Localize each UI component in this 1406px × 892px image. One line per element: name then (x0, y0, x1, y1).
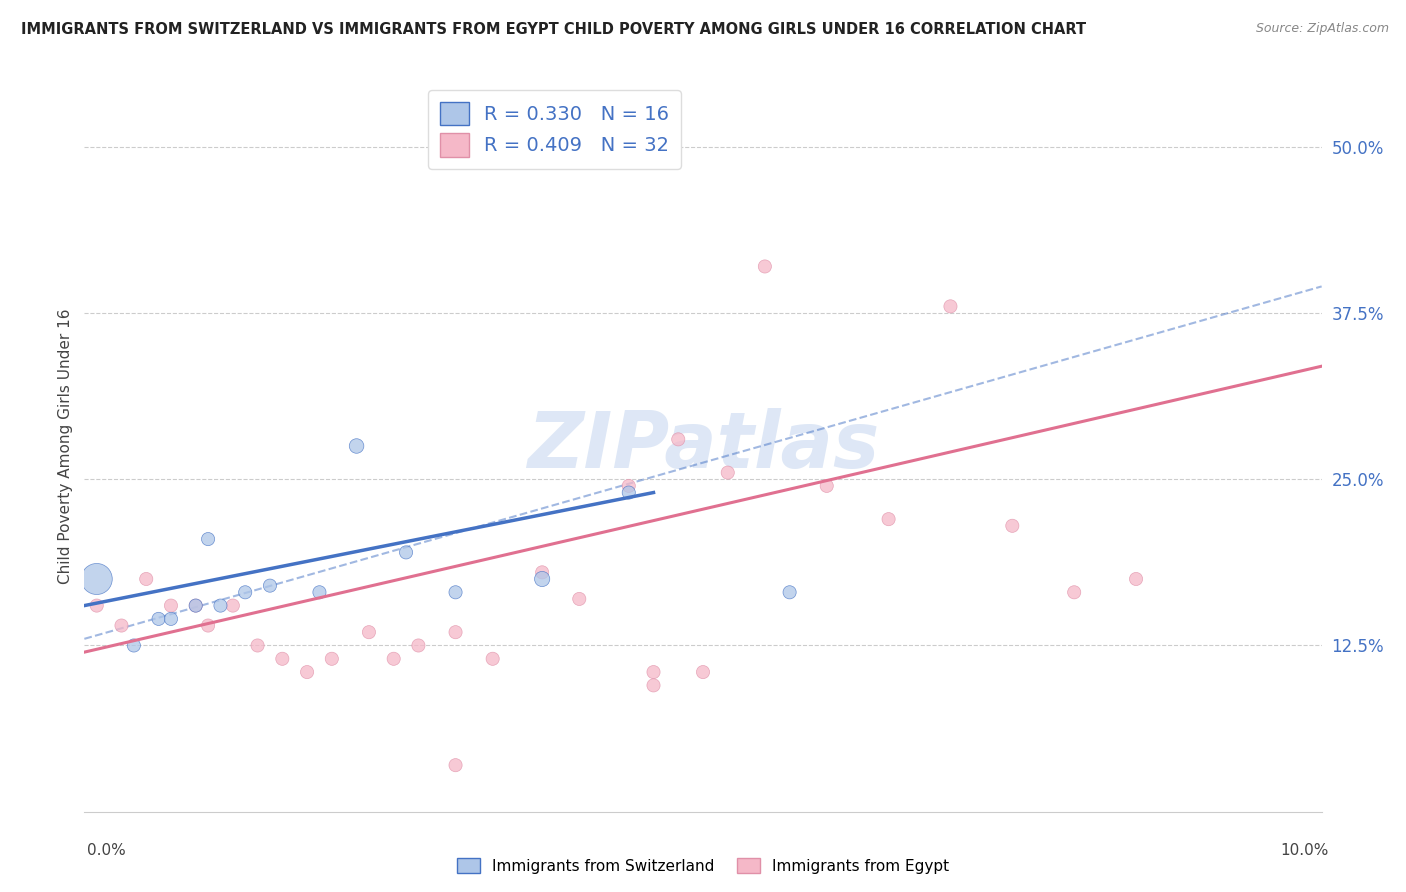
Point (222, 599, 245, 613)
Point (197, 618, 219, 632)
Point (617, 485, 640, 500)
Point (86, 572, 108, 586)
Point (779, 585, 801, 599)
Point (395, 545, 418, 559)
Point (531, 566, 554, 580)
Point (246, 639, 269, 653)
Point (643, 678, 665, 692)
Point (122, 639, 145, 653)
Legend: R = 0.330   N = 16, R = 0.409   N = 32: R = 0.330 N = 16, R = 0.409 N = 32 (427, 90, 681, 169)
Point (666, 433, 689, 447)
Point (939, 299, 962, 313)
Text: IMMIGRANTS FROM SWITZERLAND VS IMMIGRANTS FROM EGYPT CHILD POVERTY AMONG GIRLS U: IMMIGRANTS FROM SWITZERLAND VS IMMIGRANT… (21, 22, 1087, 37)
Point (1001, 518, 1024, 533)
Y-axis label: Child Poverty Among Girls Under 16: Child Poverty Among Girls Under 16 (58, 309, 73, 583)
Point (877, 512, 900, 526)
Point (815, 479, 838, 493)
Point (259, 579, 281, 593)
Point (160, 599, 183, 613)
Point (531, 572, 554, 586)
Point (233, 585, 256, 599)
Point (382, 652, 405, 666)
Point (184, 599, 207, 613)
Point (408, 639, 430, 653)
Text: 0.0%: 0.0% (87, 843, 127, 858)
Point (184, 599, 207, 613)
Point (321, 652, 343, 666)
Point (148, 612, 170, 626)
Text: ZIPatlas: ZIPatlas (527, 408, 879, 484)
Point (692, 665, 714, 679)
Point (754, 260, 776, 274)
Point (444, 758, 467, 772)
Point (1063, 585, 1085, 599)
Text: 10.0%: 10.0% (1281, 843, 1329, 858)
Point (717, 466, 740, 480)
Point (444, 625, 467, 640)
Point (568, 591, 591, 606)
Point (1125, 572, 1147, 586)
Point (110, 618, 132, 632)
Point (86, 599, 108, 613)
Point (271, 652, 294, 666)
Point (295, 665, 318, 679)
Point (481, 652, 503, 666)
Point (346, 439, 368, 453)
Point (308, 585, 330, 599)
Text: Source: ZipAtlas.com: Source: ZipAtlas.com (1256, 22, 1389, 36)
Point (160, 612, 183, 626)
Legend: Immigrants from Switzerland, Immigrants from Egypt: Immigrants from Switzerland, Immigrants … (450, 852, 956, 880)
Point (617, 479, 640, 493)
Point (209, 599, 232, 613)
Point (444, 585, 467, 599)
Point (643, 665, 665, 679)
Point (357, 625, 380, 640)
Point (135, 572, 157, 586)
Point (197, 532, 219, 546)
